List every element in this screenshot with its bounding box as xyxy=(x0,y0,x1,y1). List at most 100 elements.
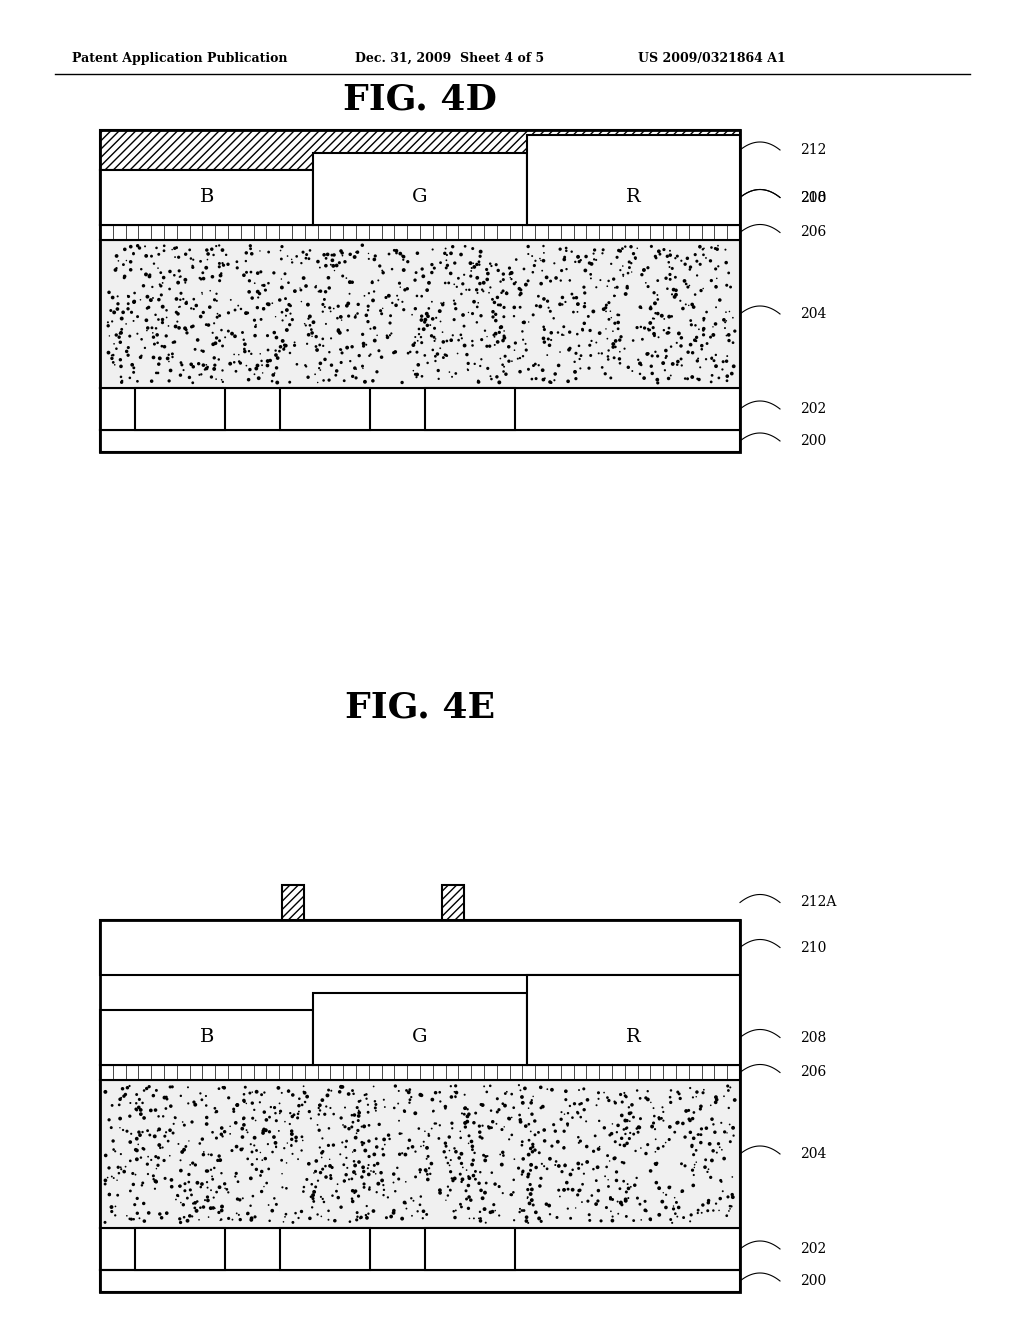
Point xyxy=(313,1142,330,1163)
Point xyxy=(632,1088,648,1109)
Point xyxy=(268,327,285,348)
Point xyxy=(493,271,509,292)
Point xyxy=(361,346,378,367)
Point xyxy=(144,276,161,297)
Point xyxy=(662,240,678,261)
Point xyxy=(325,249,341,271)
Point xyxy=(365,370,381,391)
Point xyxy=(474,1127,490,1148)
Point xyxy=(360,296,377,317)
Point xyxy=(560,1102,577,1123)
Point xyxy=(268,358,285,379)
Point xyxy=(215,255,231,276)
Point xyxy=(344,272,360,293)
Point xyxy=(424,292,440,313)
Point xyxy=(199,239,215,260)
Point xyxy=(573,1192,590,1213)
Point xyxy=(515,1160,531,1181)
Point xyxy=(558,1089,574,1110)
Point xyxy=(349,1206,366,1228)
Point xyxy=(673,335,689,356)
Point xyxy=(159,1089,175,1110)
Point xyxy=(142,289,159,310)
Point xyxy=(155,1137,171,1158)
Point xyxy=(641,319,657,341)
Point xyxy=(532,296,549,317)
Point xyxy=(154,284,170,305)
Point xyxy=(703,238,720,259)
Point xyxy=(461,1133,477,1154)
Point xyxy=(471,253,487,275)
Point xyxy=(290,1148,306,1170)
Point xyxy=(413,1185,429,1206)
Point xyxy=(125,243,141,264)
Point xyxy=(579,1137,595,1158)
Point xyxy=(213,263,229,284)
Point xyxy=(624,360,640,381)
Point xyxy=(714,1139,730,1160)
Point xyxy=(205,1197,221,1218)
Point xyxy=(208,235,224,256)
Point xyxy=(417,1121,433,1142)
Point xyxy=(560,1179,577,1200)
Point xyxy=(613,1127,630,1148)
Point xyxy=(684,342,700,363)
Point xyxy=(477,1212,494,1233)
Point xyxy=(629,1188,645,1209)
Point xyxy=(539,1193,555,1214)
Point xyxy=(97,1170,114,1191)
Point xyxy=(425,309,441,330)
Point xyxy=(702,326,719,347)
Bar xyxy=(100,1080,740,1228)
Point xyxy=(344,1191,360,1212)
Point xyxy=(451,268,467,289)
Point xyxy=(337,1097,353,1118)
Point xyxy=(196,268,212,289)
Point xyxy=(300,294,316,315)
Point xyxy=(298,315,314,337)
Point xyxy=(562,1208,579,1229)
Point xyxy=(725,308,741,329)
Point xyxy=(103,1094,120,1115)
Point xyxy=(350,1105,367,1126)
Point xyxy=(243,1209,259,1230)
Point xyxy=(434,294,451,315)
Point xyxy=(703,364,720,385)
Point xyxy=(621,1188,637,1209)
Point xyxy=(403,1205,420,1226)
Point xyxy=(344,1105,360,1126)
Point xyxy=(196,355,212,376)
Point xyxy=(129,1129,145,1150)
Point xyxy=(474,1094,490,1115)
Point xyxy=(100,342,117,363)
Point xyxy=(582,1210,598,1232)
Point xyxy=(442,1076,459,1097)
Point xyxy=(112,1107,128,1129)
Point xyxy=(524,1137,541,1158)
Point xyxy=(432,1180,449,1201)
Point xyxy=(473,1094,489,1115)
Point xyxy=(572,358,589,379)
Point xyxy=(314,294,331,315)
Point xyxy=(230,345,247,366)
Point xyxy=(689,350,706,371)
Point xyxy=(302,240,318,261)
Point xyxy=(187,339,204,360)
Point xyxy=(682,1077,698,1098)
Point xyxy=(113,1159,129,1180)
Point xyxy=(184,1152,201,1173)
Point xyxy=(598,1156,614,1177)
Point xyxy=(504,1125,520,1146)
Point xyxy=(114,308,130,329)
Point xyxy=(122,1150,138,1171)
Point xyxy=(604,1189,621,1210)
Point xyxy=(719,1122,735,1143)
Point xyxy=(489,286,506,308)
Bar xyxy=(100,1270,740,1292)
Point xyxy=(457,1113,473,1134)
Point xyxy=(310,1104,327,1125)
Point xyxy=(287,281,303,302)
Point xyxy=(501,337,517,358)
Point xyxy=(222,354,239,375)
Point xyxy=(469,282,485,304)
